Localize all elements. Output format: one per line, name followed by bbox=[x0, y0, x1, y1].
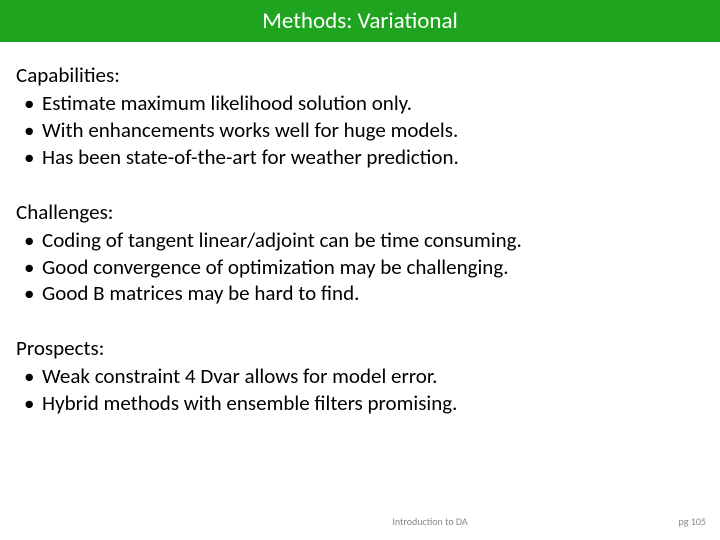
section-prospects: Prospects: Weak constraint 4 Dvar allows… bbox=[16, 335, 704, 417]
section-capabilities: Capabilities: Estimate maximum likelihoo… bbox=[16, 62, 704, 171]
section-heading: Challenges: bbox=[16, 199, 704, 225]
footer-prefix: pg bbox=[679, 515, 691, 528]
slide: Methods: Variational Capabilities: Estim… bbox=[0, 0, 720, 540]
page-number: 105 bbox=[691, 515, 706, 528]
section-heading: Prospects: bbox=[16, 335, 704, 361]
footer-page-number: pg 105 bbox=[679, 515, 706, 528]
list-item: Good B matrices may be hard to find. bbox=[16, 280, 704, 307]
list-item: With enhancements works well for huge mo… bbox=[16, 117, 704, 144]
bullet-list: Weak constraint 4 Dvar allows for model … bbox=[16, 363, 704, 417]
list-item: Hybrid methods with ensemble filters pro… bbox=[16, 390, 704, 417]
list-item: Weak constraint 4 Dvar allows for model … bbox=[16, 363, 704, 390]
bullet-list: Coding of tangent linear/adjoint can be … bbox=[16, 227, 704, 308]
slide-content: Capabilities: Estimate maximum likelihoo… bbox=[16, 62, 704, 445]
section-challenges: Challenges: Coding of tangent linear/adj… bbox=[16, 199, 704, 308]
bullet-list: Estimate maximum likelihood solution onl… bbox=[16, 90, 704, 171]
footer-center: Introduction to DA bbox=[0, 515, 720, 528]
section-heading: Capabilities: bbox=[16, 62, 704, 88]
slide-title: Methods: Variational bbox=[262, 7, 458, 35]
list-item: Coding of tangent linear/adjoint can be … bbox=[16, 227, 704, 254]
list-item: Estimate maximum likelihood solution onl… bbox=[16, 90, 704, 117]
list-item: Has been state-of-the-art for weather pr… bbox=[16, 144, 704, 171]
list-item: Good convergence of optimization may be … bbox=[16, 254, 704, 281]
title-bar: Methods: Variational bbox=[0, 0, 720, 42]
